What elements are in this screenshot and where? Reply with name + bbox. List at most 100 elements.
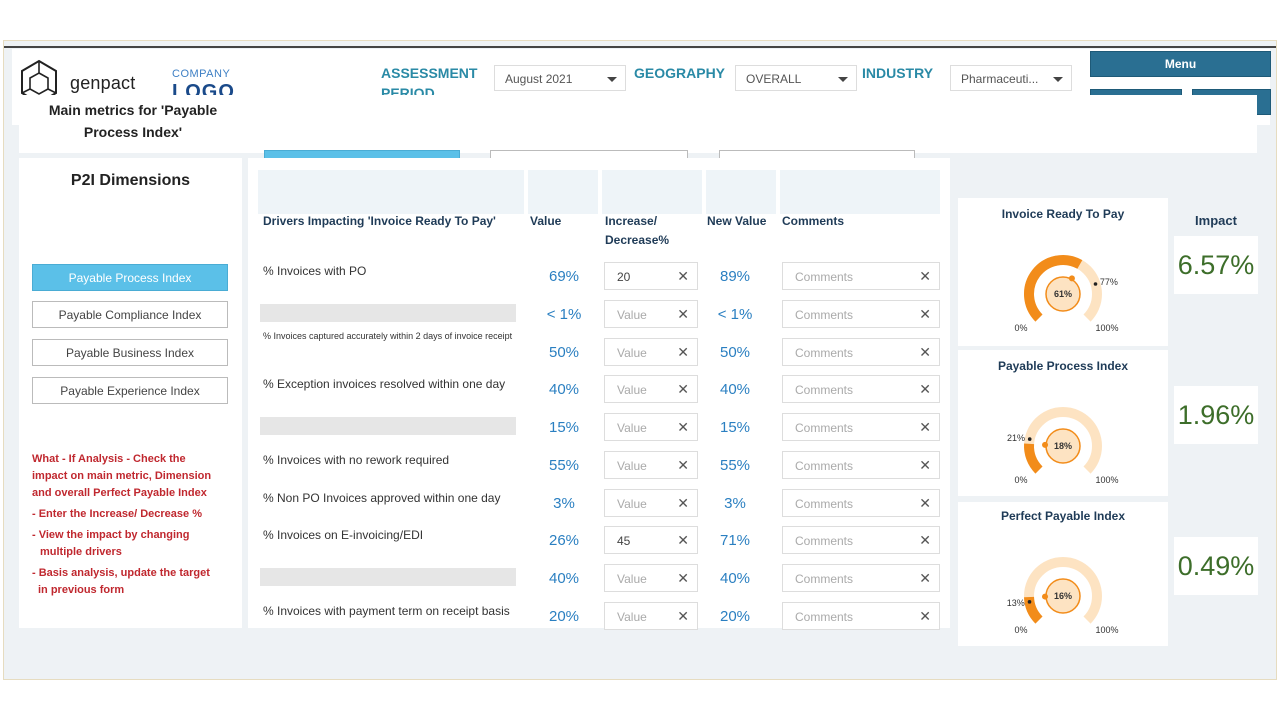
- clear-icon[interactable]: ✕: [919, 457, 931, 473]
- driver-value: 69%: [548, 268, 580, 285]
- driver-label: % Invoices on E-invoicing/EDI: [263, 528, 424, 542]
- header-new-value: New Value: [707, 214, 767, 228]
- gauge-chart: 18% 21% 0% 100%: [1007, 407, 1119, 485]
- gauge-card-payable-process-index: Payable Process Index 18% 21% 0% 100%: [958, 350, 1168, 496]
- increase-decrease-input[interactable]: Value ✕: [604, 375, 698, 403]
- comments-input[interactable]: Comments ✕: [782, 602, 940, 630]
- driver-value: 55%: [548, 457, 580, 474]
- increase-decrease-input[interactable]: Value ✕: [604, 300, 698, 328]
- input-text: Value: [617, 497, 647, 511]
- gauge-pointer: [1042, 593, 1049, 600]
- increase-decrease-input[interactable]: Value ✕: [604, 602, 698, 630]
- increase-decrease-input[interactable]: Value ✕: [604, 489, 698, 517]
- gauge-chart: 16% 13% 0% 100%: [1007, 557, 1119, 635]
- clear-icon[interactable]: ✕: [919, 344, 931, 360]
- clear-icon[interactable]: ✕: [919, 495, 931, 511]
- clear-icon[interactable]: ✕: [677, 532, 689, 548]
- brand-name: genpact: [70, 73, 136, 93]
- geography-select[interactable]: OVERALL: [735, 65, 857, 91]
- gauge-pointer: [1042, 441, 1049, 448]
- dimension-payable-experience-index[interactable]: Payable Experience Index: [32, 377, 228, 404]
- comments-input[interactable]: Comments ✕: [782, 338, 940, 366]
- increase-decrease-input[interactable]: Value ✕: [604, 338, 698, 366]
- clear-icon[interactable]: ✕: [677, 608, 689, 624]
- clear-icon[interactable]: ✕: [677, 344, 689, 360]
- gauge-min-label: 0%: [1014, 625, 1027, 635]
- header-bg: [602, 170, 702, 214]
- comments-placeholder: Comments: [795, 610, 854, 624]
- increase-decrease-input[interactable]: Value ✕: [604, 564, 698, 592]
- comments-input[interactable]: Comments ✕: [782, 451, 940, 479]
- input-text: Value: [617, 572, 647, 586]
- comments-input[interactable]: Comments ✕: [782, 375, 940, 403]
- drivers-table: Drivers Impacting 'Invoice Ready To Pay'…: [248, 158, 950, 630]
- dimension-payable-business-index[interactable]: Payable Business Index: [32, 339, 228, 366]
- gauge-card-perfect-payable-index: Perfect Payable Index 16% 13% 0% 100%: [958, 502, 1168, 646]
- comments-input[interactable]: Comments ✕: [782, 526, 940, 554]
- chevron-down-icon: [1053, 77, 1063, 82]
- gauge-card-invoice-ready-to-pay: Invoice Ready To Pay 61% 77% 0% 100%: [958, 198, 1168, 346]
- clear-icon[interactable]: ✕: [677, 268, 689, 284]
- increase-decrease-input[interactable]: Value ✕: [604, 451, 698, 479]
- impact-value-perfect-payable-index: 0.49%: [1174, 537, 1258, 595]
- comments-input[interactable]: Comments ✕: [782, 489, 940, 517]
- assessment-period-select[interactable]: August 2021: [494, 65, 626, 91]
- dimensions-panel: P2I Dimensions Payable Process Index Pay…: [19, 158, 242, 628]
- driver-label: % Invoices with no rework required: [263, 453, 450, 467]
- gauge-title: Payable Process Index: [997, 359, 1129, 373]
- new-value: 40%: [719, 381, 751, 398]
- clear-icon[interactable]: ✕: [919, 570, 931, 586]
- input-text: Value: [617, 610, 647, 624]
- clear-icon[interactable]: ✕: [677, 495, 689, 511]
- driver-placeholder-bar: [260, 568, 516, 586]
- geography-value: OVERALL: [746, 72, 802, 86]
- driver-value: 40%: [548, 570, 580, 587]
- clear-icon[interactable]: ✕: [919, 532, 931, 548]
- gauge-target-marker: [1027, 437, 1032, 441]
- clear-icon[interactable]: ✕: [919, 268, 931, 284]
- industry-select[interactable]: Pharmaceuti...: [950, 65, 1072, 91]
- new-value: 89%: [719, 268, 751, 285]
- clear-icon[interactable]: ✕: [677, 570, 689, 586]
- clear-icon[interactable]: ✕: [919, 381, 931, 397]
- comments-input[interactable]: Comments ✕: [782, 262, 940, 290]
- comments-placeholder: Comments: [795, 346, 854, 360]
- what-if-note: What - If Analysis - Check the impact on…: [32, 453, 212, 596]
- new-value: 55%: [719, 457, 751, 474]
- driver-value: 40%: [548, 381, 580, 398]
- driver-label: % Invoices with payment term on receipt …: [263, 604, 510, 618]
- clear-icon[interactable]: ✕: [677, 306, 689, 322]
- header-drivers: Drivers Impacting 'Invoice Ready To Pay': [263, 214, 496, 228]
- comments-input[interactable]: Comments ✕: [782, 413, 940, 441]
- industry-label: INDUSTRY: [862, 65, 934, 81]
- clear-icon[interactable]: ✕: [919, 306, 931, 322]
- new-value: 50%: [719, 344, 751, 361]
- clear-icon[interactable]: ✕: [677, 381, 689, 397]
- clear-icon[interactable]: ✕: [919, 608, 931, 624]
- input-text: Value: [617, 421, 647, 435]
- driver-label: % Exception invoices resolved within one…: [263, 377, 506, 391]
- comments-input[interactable]: Comments ✕: [782, 564, 940, 592]
- clear-icon[interactable]: ✕: [919, 419, 931, 435]
- chevron-down-icon: [607, 77, 617, 82]
- menu-button[interactable]: Menu: [1090, 51, 1271, 77]
- comments-placeholder: Comments: [795, 308, 854, 322]
- new-value: 15%: [719, 419, 751, 436]
- driver-value: 26%: [548, 532, 580, 549]
- dimensions-title: P2I Dimensions: [70, 172, 191, 189]
- clear-icon[interactable]: ✕: [677, 457, 689, 473]
- increase-decrease-input[interactable]: 45 ✕: [604, 526, 698, 554]
- dimension-payable-compliance-index[interactable]: Payable Compliance Index: [32, 301, 228, 328]
- increase-decrease-input[interactable]: Value ✕: [604, 413, 698, 441]
- gauge-chart: 61% 77% 0% 100%: [1014, 255, 1119, 333]
- comments-input[interactable]: Comments ✕: [782, 300, 940, 328]
- assessment-period-value: August 2021: [505, 72, 573, 86]
- gauge-target-label: 21%: [1007, 433, 1025, 443]
- clear-icon[interactable]: ✕: [677, 419, 689, 435]
- new-value: 40%: [719, 570, 751, 587]
- impact-header: Impact: [1195, 213, 1237, 228]
- dimension-payable-process-index[interactable]: Payable Process Index: [32, 264, 228, 291]
- new-value: 20%: [719, 608, 751, 625]
- increase-decrease-input[interactable]: 20 ✕: [604, 262, 698, 290]
- comments-placeholder: Comments: [795, 572, 854, 586]
